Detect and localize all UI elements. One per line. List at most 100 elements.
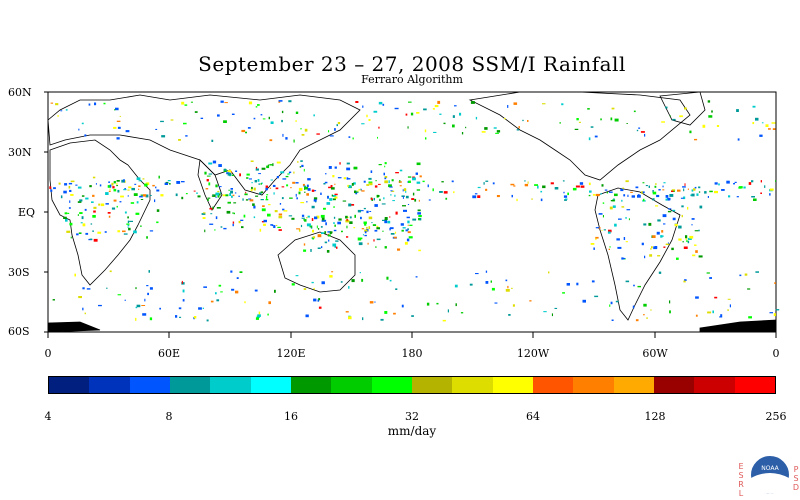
rain-pixel	[268, 301, 271, 305]
rain-pixel	[679, 115, 683, 118]
rain-pixel	[687, 188, 689, 190]
rain-pixel	[652, 190, 654, 193]
rain-pixel	[214, 229, 216, 231]
rain-pixel	[407, 220, 410, 224]
rain-pixel	[160, 194, 164, 197]
rain-pixel	[259, 228, 262, 232]
rain-pixel	[667, 199, 670, 201]
rain-pixel	[111, 182, 114, 186]
rain-pixel	[398, 181, 402, 183]
rain-pixel	[495, 132, 499, 134]
rain-pixel	[241, 129, 246, 133]
rain-pixel	[65, 218, 68, 222]
rain-pixel	[55, 103, 59, 106]
rain-pixel	[257, 314, 261, 317]
rain-pixel	[566, 283, 570, 286]
rain-pixel	[454, 284, 458, 288]
rain-pixel	[531, 198, 533, 200]
rain-pixel	[353, 166, 358, 170]
rain-pixel	[504, 117, 506, 120]
noaa-logo-text: NOAA	[761, 465, 779, 472]
rain-pixel	[68, 207, 71, 209]
colorbar-swatch	[532, 377, 574, 393]
rain-pixel	[313, 287, 315, 290]
rain-pixel	[391, 190, 395, 192]
rain-pixel	[707, 311, 712, 314]
rain-pixel	[276, 224, 278, 226]
rain-pixel	[576, 282, 579, 286]
rain-pixel	[432, 188, 434, 192]
rain-pixel	[287, 173, 290, 175]
rain-pixel	[190, 101, 193, 103]
rain-pixel	[656, 231, 660, 235]
rain-pixel	[306, 217, 308, 219]
rain-pixel	[684, 279, 687, 281]
rain-pixel	[589, 190, 592, 193]
rain-pixel	[389, 227, 391, 231]
rain-pixel	[236, 277, 239, 279]
rain-pixel	[401, 195, 405, 197]
rain-pixel	[579, 182, 584, 185]
rain-pixel	[691, 193, 695, 197]
rain-pixel	[407, 228, 409, 231]
rain-pixel	[123, 189, 127, 191]
rain-pixel	[437, 100, 441, 104]
rain-pixel	[606, 191, 609, 194]
rain-pixel	[260, 199, 264, 201]
rain-pixel	[310, 249, 312, 252]
rain-pixel	[70, 236, 72, 239]
rain-pixel	[239, 271, 243, 273]
rain-pixel	[346, 162, 350, 165]
rain-pixel	[628, 218, 630, 221]
rain-pixel	[492, 182, 495, 185]
rain-pixel	[361, 278, 364, 282]
rain-pixel	[626, 123, 628, 124]
lat-label-30s: 30S	[8, 266, 30, 279]
rain-pixel	[395, 211, 398, 215]
rain-pixel	[266, 165, 270, 169]
rain-pixel	[625, 280, 630, 283]
rain-pixel	[215, 216, 218, 220]
rain-pixel	[325, 222, 327, 226]
rain-pixel	[232, 223, 234, 227]
rain-pixel	[235, 290, 239, 294]
rain-pixel	[303, 249, 307, 252]
rain-pixel	[84, 134, 87, 137]
rain-pixel	[245, 131, 247, 134]
rain-pixel	[276, 176, 279, 179]
rain-pixel	[512, 304, 515, 307]
rain-pixel	[289, 197, 293, 199]
rain-pixel	[594, 135, 598, 138]
rain-pixel	[470, 101, 475, 104]
rain-pixel	[432, 108, 435, 110]
colorbar-swatch	[89, 377, 130, 393]
rain-pixel	[351, 279, 355, 283]
rain-pixel	[405, 113, 408, 116]
rain-pixel	[210, 300, 214, 303]
colorbar-swatch	[573, 377, 614, 393]
lon-label-120e: 120E	[276, 347, 306, 360]
rain-pixel	[714, 182, 718, 185]
rain-pixel	[674, 223, 678, 227]
rain-pixel	[386, 276, 389, 280]
rain-pixel	[374, 301, 376, 303]
rain-pixel	[406, 216, 410, 219]
rain-pixel	[669, 194, 674, 197]
rain-pixel	[694, 138, 698, 141]
south-america-outline	[594, 187, 681, 321]
rain-pixel	[412, 177, 416, 181]
india-outline	[197, 159, 223, 211]
rain-pixel	[332, 195, 337, 197]
rain-pixel	[349, 221, 353, 224]
rain-pixel	[642, 182, 645, 184]
rain-pixel	[572, 187, 577, 191]
rain-pixel	[99, 184, 102, 187]
rain-pixel	[760, 180, 762, 183]
rain-pixel	[217, 190, 220, 193]
rain-pixel	[148, 270, 150, 273]
rain-pixel	[142, 313, 147, 316]
rain-pixel	[98, 203, 101, 206]
rain-pixel	[410, 112, 414, 116]
rain-pixel	[378, 183, 381, 185]
rain-pixel	[276, 161, 281, 164]
